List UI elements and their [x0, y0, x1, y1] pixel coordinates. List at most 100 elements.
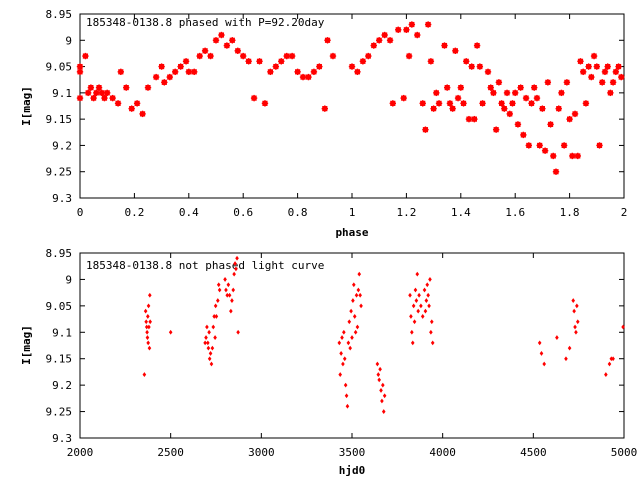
- phased-data-point: [615, 63, 622, 70]
- unphased-data-point: [210, 345, 215, 351]
- phased-data-point: [278, 58, 285, 65]
- unphased-data-point: [345, 403, 350, 409]
- unphased-data-point: [224, 287, 228, 293]
- phased-data-point: [577, 58, 584, 65]
- phased-data-point: [495, 79, 503, 86]
- unphased-data-point: [611, 356, 615, 362]
- unphased-data-point: [621, 324, 625, 330]
- phased-data-point: [422, 126, 429, 133]
- phased-x-tick-label: 0: [77, 206, 84, 219]
- unphased-data-point: [148, 319, 152, 325]
- phased-data-point: [618, 73, 625, 81]
- unphased-data-point: [223, 277, 227, 282]
- phased-x-axis-label: phase: [335, 226, 368, 239]
- unphased-data-point: [380, 398, 384, 404]
- unphased-data-point: [378, 366, 382, 372]
- unphased-data-point: [574, 329, 578, 335]
- phased-panel: 185348-0138.8 phased with P=92.20day pha…: [20, 8, 627, 239]
- phased-x-tick-label: 2: [621, 206, 628, 219]
- phased-data-point: [400, 94, 407, 102]
- phased-data-point: [536, 142, 543, 149]
- unphased-data-point: [411, 303, 416, 309]
- phased-data-point: [560, 142, 568, 149]
- phased-data-point: [468, 63, 475, 70]
- unphased-data-point: [564, 356, 568, 362]
- phased-data-point: [101, 94, 108, 102]
- phased-data-point: [381, 31, 388, 39]
- phased-data-point: [166, 73, 173, 81]
- unphased-x-tick-label: 4500: [520, 446, 547, 459]
- unphased-data-point: [353, 329, 358, 335]
- unphased-data-point: [575, 319, 580, 325]
- phased-data-point: [359, 58, 367, 65]
- phased-x-tick-label: 1.8: [560, 206, 580, 219]
- phased-data-point: [550, 152, 557, 160]
- unphased-data-point: [377, 377, 381, 383]
- phased-data-point: [484, 68, 492, 76]
- unphased-data-point: [342, 356, 347, 362]
- unphased-data-point: [144, 319, 148, 325]
- phased-data-point: [403, 26, 410, 33]
- phased-data-point: [123, 84, 130, 91]
- phased-data-point: [128, 105, 135, 112]
- phased-data-point: [446, 100, 454, 107]
- unphased-data-point: [349, 308, 353, 314]
- unphased-data-point: [209, 361, 214, 367]
- phased-data-point: [596, 142, 603, 149]
- phased-data-point: [449, 105, 456, 112]
- unphased-data-point: [337, 340, 342, 346]
- unphased-data-point: [382, 393, 387, 399]
- phased-data-point: [299, 73, 307, 81]
- unphased-data-point: [379, 388, 383, 393]
- unphased-y-tick-label: 9.2: [52, 379, 72, 392]
- phased-data-point: [452, 47, 459, 54]
- unphased-data-point: [208, 351, 213, 356]
- phased-data-point: [261, 100, 269, 107]
- phased-data-point: [582, 100, 590, 107]
- unphased-data-point: [343, 382, 348, 388]
- phased-data-point: [376, 37, 383, 44]
- unphased-data-point: [409, 314, 413, 319]
- phased-data-point: [93, 89, 100, 97]
- unphased-data-point: [555, 335, 559, 340]
- phased-data-point: [609, 79, 617, 86]
- unphased-data-point: [381, 409, 386, 414]
- phased-data-point: [503, 89, 511, 97]
- unphased-data-point: [410, 329, 414, 335]
- unphased-data-point: [341, 361, 345, 367]
- unphased-data-point: [414, 298, 419, 303]
- phased-data-point: [433, 89, 440, 97]
- unphased-data-point: [425, 282, 430, 288]
- unphased-x-tick-label: 5000: [611, 446, 638, 459]
- unphased-data-point: [213, 303, 218, 309]
- unphased-data-point: [542, 361, 547, 367]
- phased-x-tick-label: 0.4: [179, 206, 199, 219]
- unphased-data-points: [142, 255, 625, 414]
- phased-data-point: [444, 84, 451, 91]
- phased-data-point: [158, 63, 165, 70]
- unphased-data-point: [211, 324, 216, 330]
- unphased-x-tick-label: 3000: [248, 446, 275, 459]
- phased-data-point: [185, 68, 192, 76]
- phased-data-point: [172, 68, 179, 76]
- phased-data-point: [161, 79, 168, 86]
- phased-data-point: [272, 63, 280, 70]
- unphased-data-point: [212, 314, 216, 319]
- unphased-data-point: [147, 345, 152, 351]
- unphased-data-point: [352, 282, 356, 288]
- unphased-data-point: [207, 356, 212, 362]
- unphased-data-point: [205, 324, 209, 330]
- unphased-data-point: [607, 361, 612, 367]
- phased-data-point: [498, 100, 505, 107]
- phased-x-tick-label: 1.6: [505, 206, 525, 219]
- unphased-data-point: [233, 261, 237, 266]
- phased-data-point: [250, 94, 258, 102]
- unphased-data-point: [226, 282, 231, 288]
- unphased-data-point: [412, 319, 417, 325]
- unphased-data-point: [356, 287, 361, 293]
- unphased-data-point: [413, 287, 418, 293]
- phased-data-point: [114, 100, 122, 107]
- phased-data-point: [98, 89, 105, 97]
- unphased-x-tick-label: 2500: [157, 446, 184, 459]
